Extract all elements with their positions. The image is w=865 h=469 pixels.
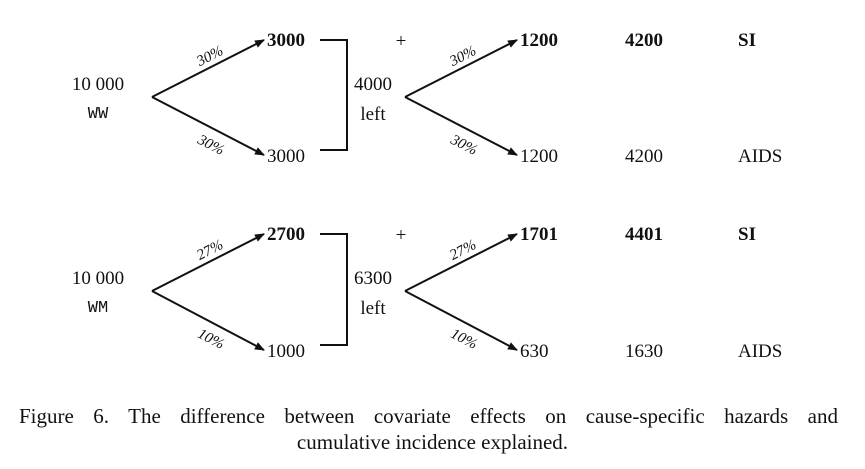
- lower-value-2: 1200: [520, 146, 558, 167]
- lower-percent: 10%: [195, 326, 227, 353]
- upper-event: SI: [738, 30, 756, 51]
- left-label: left: [360, 298, 386, 319]
- lower-total: 4200: [625, 146, 663, 167]
- caption-line-2: cumulative incidence explained.: [296, 430, 569, 454]
- lower-percent-2: 30%: [447, 132, 480, 159]
- start-count: 10 000: [72, 268, 124, 289]
- block-wm: 10 000 WM 27% 10% 2700 1000 + 6300 left …: [72, 224, 782, 362]
- upper-percent-2: 27%: [447, 237, 479, 264]
- lower-event: AIDS: [738, 146, 782, 167]
- lower-branch-arrow: [151, 96, 265, 156]
- lower-value-2: 630: [520, 341, 549, 362]
- plus-sign: +: [396, 31, 407, 52]
- lower-event: AIDS: [738, 341, 782, 362]
- lower-branch-arrow-2: [404, 96, 518, 156]
- start-count: 10 000: [72, 74, 124, 95]
- upper-total: 4401: [625, 224, 663, 245]
- upper-branch-arrow: [151, 233, 265, 292]
- left-count: 6300: [354, 268, 392, 289]
- group-label: WW: [88, 105, 109, 124]
- left-count: 4000: [354, 74, 392, 95]
- figure-caption: Figure 6. The difference between covaria…: [0, 403, 865, 455]
- lower-percent-2: 10%: [448, 326, 480, 353]
- upper-percent: 27%: [194, 237, 226, 264]
- upper-value: 3000: [267, 30, 305, 51]
- left-label: left: [360, 104, 386, 125]
- lower-branch-arrow: [151, 290, 265, 351]
- upper-event: SI: [738, 224, 756, 245]
- caption-line-1: Figure 6. The difference between covaria…: [19, 404, 838, 428]
- lower-percent: 30%: [194, 132, 227, 159]
- group-label: WM: [88, 299, 108, 318]
- upper-percent-2: 30%: [446, 43, 479, 70]
- upper-value: 2700: [267, 224, 305, 245]
- upper-branch-arrow: [151, 39, 265, 98]
- bracket: [320, 39, 348, 151]
- plus-sign: +: [396, 225, 407, 246]
- upper-percent: 30%: [193, 43, 226, 70]
- upper-branch-arrow-2: [404, 233, 518, 292]
- lower-branch-arrow-2: [404, 290, 518, 351]
- bracket: [320, 233, 348, 346]
- lower-value: 1000: [267, 341, 305, 362]
- upper-total: 4200: [625, 30, 663, 51]
- block-ww: 10 000 WW 30% 30% 3000 3000 + 4000 left …: [72, 30, 782, 167]
- upper-branch-arrow-2: [404, 39, 518, 98]
- upper-value-2: 1200: [520, 30, 558, 51]
- lower-total: 1630: [625, 341, 663, 362]
- upper-value-2: 1701: [520, 224, 558, 245]
- lower-value: 3000: [267, 146, 305, 167]
